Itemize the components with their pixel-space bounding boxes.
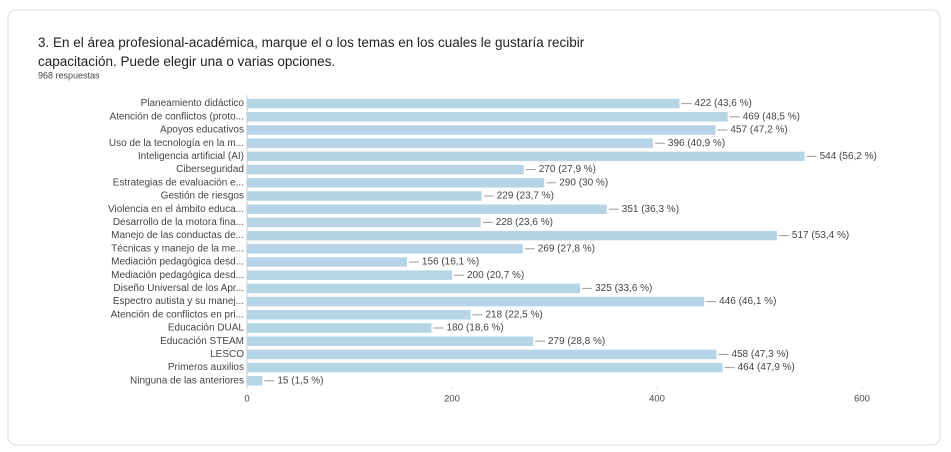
- bar: [247, 217, 481, 228]
- value-label: 396 (40,9 %): [668, 138, 725, 149]
- value-label: 446 (46,1 %): [719, 296, 776, 307]
- bar: [247, 98, 680, 109]
- category-label: Diseño Universal de los Apr...: [113, 283, 244, 294]
- value-label: 269 (27,8 %): [538, 243, 595, 254]
- value-label: 228 (23,6 %): [496, 217, 553, 228]
- category-label: Violencia en el ámbito educa...: [108, 204, 244, 215]
- value-label: 15 (1,5 %): [277, 375, 323, 386]
- bar: [247, 164, 524, 175]
- bar: [247, 283, 581, 294]
- category-label: Mediación pedagógica desd...: [111, 270, 244, 281]
- bar: [247, 310, 471, 320]
- value-label: 458 (47,3 %): [731, 349, 788, 360]
- category-label: Espectro autista y su manej...: [113, 296, 244, 307]
- bar: [247, 178, 545, 188]
- value-label: 325 (33,6 %): [595, 283, 652, 294]
- bar: [247, 323, 432, 333]
- category-label: Mediación pedagógica desd...: [111, 257, 244, 268]
- x-tick-label: 0: [244, 394, 249, 405]
- category-label: Planeamiento didáctico: [141, 98, 245, 109]
- category-label: Manejo de las conductas de...: [111, 230, 244, 241]
- chart-title: 3. En el área profesional-académica, mar…: [38, 35, 585, 69]
- value-label: 351 (36,3 %): [622, 204, 679, 215]
- category-label: Primeros auxilios: [168, 362, 244, 373]
- value-label: 156 (16,1 %): [422, 257, 479, 268]
- chart-subtitle: 968 respuestas: [38, 70, 100, 80]
- category-label: Atención de conflictos en pri...: [111, 309, 244, 320]
- x-tick-label: 600: [854, 394, 870, 405]
- value-label: 270 (27,9 %): [539, 164, 596, 175]
- x-tick-label: 200: [444, 394, 460, 405]
- bar: [247, 336, 533, 346]
- bar: [247, 204, 607, 214]
- bar: [247, 376, 263, 386]
- value-label: 517 (53,4 %): [792, 230, 849, 241]
- category-label: Técnicas y manejo de la me...: [111, 243, 244, 254]
- value-label: 422 (43,6 %): [695, 98, 752, 109]
- bar: [247, 349, 717, 360]
- bar: [247, 138, 653, 148]
- category-label: Inteligencia artificial (AI): [138, 151, 244, 162]
- bar: [247, 230, 777, 241]
- value-label: 457 (47,2 %): [730, 125, 787, 136]
- value-label: 464 (47,9 %): [738, 362, 795, 373]
- value-label: 200 (20,7 %): [467, 270, 524, 281]
- bar: [247, 125, 716, 135]
- category-label: Educación STEAM: [160, 336, 244, 347]
- value-label: 544 (56,2 %): [820, 151, 877, 162]
- bar: [247, 362, 723, 373]
- value-label: 229 (23,7 %): [497, 191, 554, 202]
- category-label: Desarrollo de la motora fina...: [113, 217, 244, 228]
- category-label: Atención de conflictos (proto...: [109, 111, 244, 122]
- category-label: LESCO: [210, 349, 244, 360]
- category-label: Educación DUAL: [168, 323, 245, 334]
- category-label: Ciberseguridad: [176, 164, 244, 175]
- bar: [247, 296, 705, 307]
- x-tick-label: 400: [649, 394, 665, 405]
- bar: [247, 151, 805, 162]
- value-label: 279 (28,8 %): [548, 336, 605, 347]
- value-label: 469 (48,5 %): [743, 111, 800, 122]
- bar: [247, 244, 523, 254]
- bar: [247, 191, 482, 201]
- category-label: Gestión de riesgos: [161, 191, 244, 202]
- bar: [247, 257, 407, 267]
- value-label: 290 (30 %): [559, 177, 608, 188]
- bar: [247, 270, 452, 280]
- value-label: 180 (18,6 %): [447, 323, 504, 334]
- category-label: Uso de la tecnología en la m...: [109, 138, 244, 149]
- value-label: 218 (22,5 %): [485, 309, 542, 320]
- category-label: Estrategias de evaluación e...: [113, 177, 244, 188]
- category-label: Ninguna de las anteriores: [130, 375, 244, 386]
- bar: [247, 112, 728, 122]
- category-label: Apoyos educativos: [160, 125, 244, 136]
